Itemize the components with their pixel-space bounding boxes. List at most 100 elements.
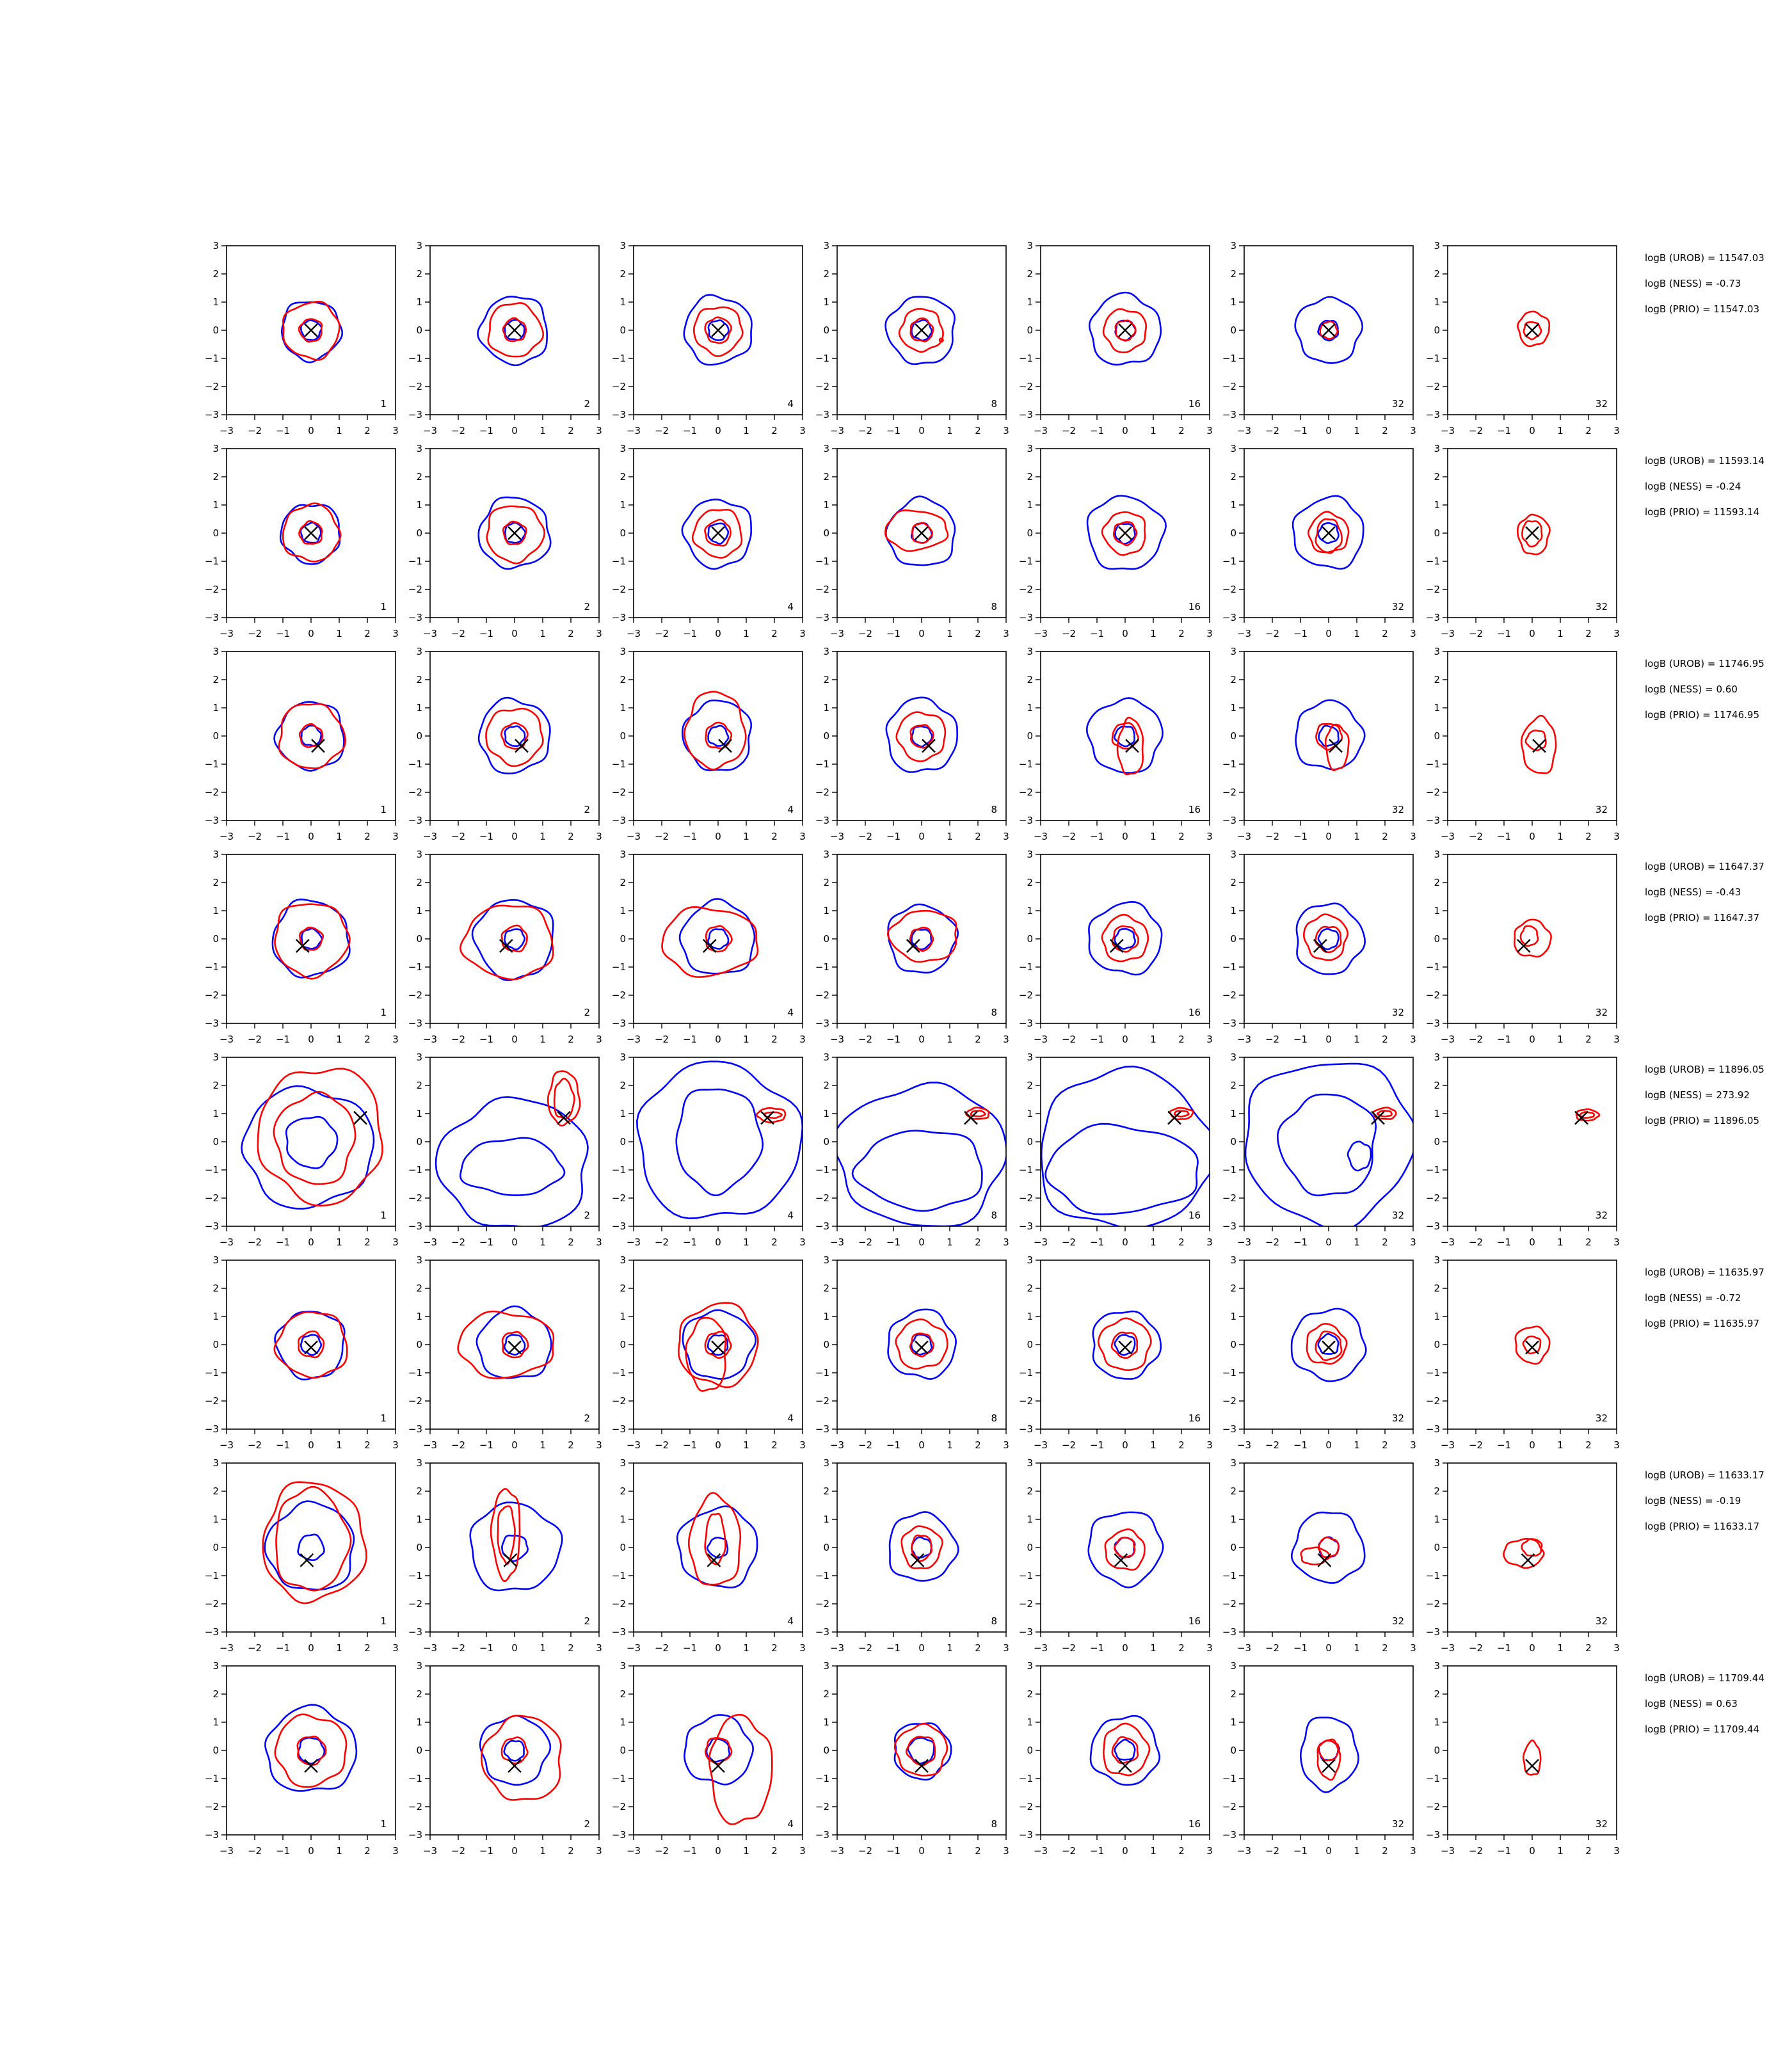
y-tick-label: −3 [1426, 1423, 1440, 1435]
y-tick-label: −3 [1426, 1220, 1440, 1232]
y-tick-label: −2 [815, 1192, 829, 1204]
plot-area [459, 899, 554, 982]
panel-frame [836, 1462, 1007, 1633]
red-contour [480, 1715, 562, 1801]
red-contour [684, 691, 747, 771]
red-contour [490, 1488, 521, 1583]
x-tick-label: −2 [1469, 425, 1483, 436]
panel-label: 2 [584, 1412, 590, 1424]
y-tick-label: 1 [416, 1716, 422, 1728]
row-score-1: logB (UROB) = 11547.03 [1645, 252, 1764, 264]
y-tick-label: −3 [1222, 1423, 1236, 1435]
red-contour [1110, 1331, 1139, 1359]
y-tick-label: 2 [1230, 268, 1236, 280]
x-tick-label: 3 [1410, 1236, 1416, 1248]
panel-frame [1447, 651, 1617, 821]
red-contour [486, 505, 546, 564]
x-tick-label: −2 [1265, 831, 1279, 842]
x-tick-label: −3 [830, 1236, 844, 1248]
y-tick-label: 2 [1434, 268, 1440, 280]
y-tick-label: 1 [1027, 1716, 1033, 1728]
y-tick-label: −2 [1426, 787, 1440, 798]
x-tick-label: −1 [683, 425, 697, 436]
x-tick-label: 0 [308, 628, 314, 639]
x-tick-label: −2 [858, 425, 872, 436]
blue-contour [1114, 1334, 1136, 1356]
plot-area [1295, 902, 1366, 975]
panel-label: 32 [1596, 1818, 1608, 1830]
x-tick-label: 2 [1178, 1236, 1185, 1248]
plot-area [1092, 1310, 1162, 1380]
x-tick-label: 0 [511, 425, 518, 436]
blue-contour [1041, 1066, 1210, 1226]
plot-area [1041, 1066, 1210, 1226]
y-tick-label: −3 [205, 1018, 219, 1029]
true-value-marker [915, 1340, 929, 1355]
red-contour [547, 1070, 581, 1127]
blue-contour [1318, 724, 1340, 748]
y-tick-label: 2 [620, 1080, 626, 1091]
red-contour [708, 1713, 773, 1825]
y-tick-label: 0 [212, 1339, 219, 1350]
x-tick-label: 2 [1585, 1236, 1592, 1248]
x-tick-label: 1 [1354, 1642, 1360, 1654]
x-tick-label: 2 [975, 1439, 981, 1451]
y-tick-label: −1 [205, 556, 219, 567]
y-tick-label: −2 [612, 1598, 626, 1610]
red-contour [553, 1077, 575, 1120]
plot-area [676, 1492, 758, 1588]
y-tick-label: 0 [1230, 324, 1236, 336]
panel-frame [836, 854, 1007, 1024]
y-tick-label: −3 [205, 1829, 219, 1841]
y-tick-label: 3 [1230, 1660, 1236, 1672]
x-tick-label: −3 [1441, 1642, 1455, 1654]
x-tick-label: −3 [220, 1845, 234, 1857]
x-tick-label: 2 [771, 1034, 778, 1045]
panel-frame [1447, 1665, 1617, 1836]
x-tick-label: 0 [1325, 1642, 1332, 1654]
y-tick-label: −1 [815, 556, 829, 567]
y-tick-label: 3 [1027, 1457, 1033, 1469]
panel-frame [429, 1665, 600, 1836]
x-tick-label: 3 [1206, 425, 1213, 436]
x-tick-label: −3 [830, 831, 844, 842]
x-tick-label: −1 [683, 1236, 697, 1248]
y-tick-label: −2 [1426, 1801, 1440, 1812]
panel-label: 16 [1188, 1007, 1201, 1018]
x-tick-label: −1 [1293, 831, 1308, 842]
row-score-2: logB (NESS) = -0.72 [1645, 1292, 1741, 1304]
y-tick-label: −1 [408, 961, 422, 973]
y-tick-label: 2 [1230, 877, 1236, 888]
y-tick-label: 1 [416, 702, 422, 714]
y-tick-label: 1 [823, 1716, 829, 1728]
red-contour [1097, 1317, 1152, 1372]
y-tick-label: 1 [212, 1108, 219, 1119]
y-tick-label: 3 [212, 646, 219, 657]
blue-contour [684, 1714, 754, 1786]
y-tick-label: −3 [408, 1423, 422, 1435]
panel-label: 2 [584, 804, 590, 815]
panel-1-5: −3 −2 −1 0 1 2 3 3 2 1 0 −1 −2 −3 16 [1019, 240, 1213, 436]
y-tick-label: 0 [1434, 1136, 1440, 1148]
x-tick-label: 3 [596, 1034, 602, 1045]
true-value-marker [711, 1340, 725, 1355]
y-tick-label: 3 [1230, 240, 1236, 252]
x-tick-label: 0 [1122, 1845, 1128, 1857]
y-tick-label: 2 [212, 1283, 219, 1294]
red-contour [1324, 723, 1350, 771]
panel-label: 32 [1392, 804, 1404, 815]
x-tick-label: 1 [540, 1642, 546, 1654]
y-tick-label: 1 [212, 1311, 219, 1322]
x-tick-label: 0 [1529, 831, 1535, 842]
red-contour [1101, 511, 1146, 556]
red-contour [704, 518, 732, 547]
x-tick-label: −2 [248, 425, 262, 436]
y-tick-label: 1 [620, 296, 626, 308]
x-tick-label: 1 [1354, 831, 1360, 842]
panel-2-5: −3 −2 −1 0 1 2 3 3 2 1 0 −1 −2 −3 16 [1019, 443, 1213, 639]
x-tick-label: 2 [568, 1642, 574, 1654]
panel-6-5: −3 −2 −1 0 1 2 3 3 2 1 0 −1 −2 −3 16 [1019, 1254, 1213, 1451]
x-tick-label: −1 [276, 1439, 290, 1451]
blue-contour [477, 496, 552, 570]
